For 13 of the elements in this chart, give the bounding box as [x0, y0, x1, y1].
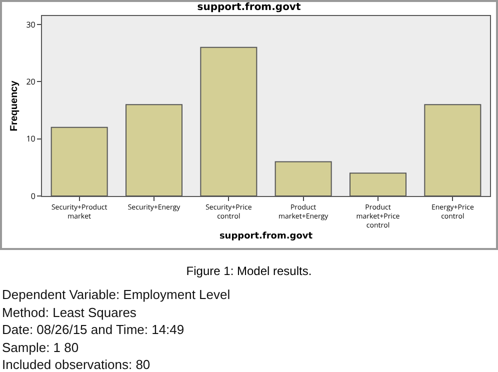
y-tick-label: 30 [26, 19, 36, 30]
y-axis-title: Frequency [9, 80, 20, 132]
y-tick-label: 10 [26, 134, 36, 145]
caption: Figure 1: Model results. [185, 264, 313, 278]
chart-title: support.from.govt [197, 2, 301, 14]
text: Included observations: 80 [2, 356, 152, 372]
text: Sample: 1 80 [2, 338, 80, 356]
y-tick-label: 0 [30, 190, 36, 202]
text: Date: 08/26/15 and Time: 14:49 [2, 321, 186, 338]
x-axis-title: support.from.govt [219, 231, 314, 242]
y-tick-label: 20 [26, 76, 36, 88]
text: Method: Least Squares [2, 304, 138, 321]
text: Dependent Variable: Employment Level [2, 286, 232, 304]
